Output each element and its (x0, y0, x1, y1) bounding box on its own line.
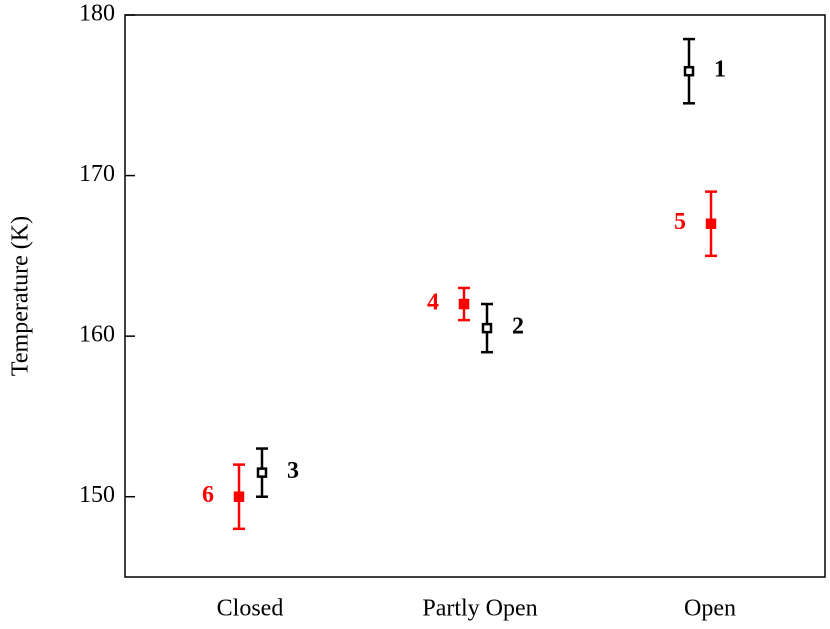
marker (458, 298, 470, 310)
y-axis-label: Temperature (K) (8, 216, 34, 376)
y-tick-label: 150 (79, 482, 115, 508)
y-tick-label: 180 (79, 1, 115, 27)
point-label: 2 (512, 314, 524, 340)
point-label: 1 (714, 57, 726, 83)
marker (233, 491, 245, 502)
x-tick-label: Partly Open (422, 596, 537, 622)
x-tick-label: Closed (217, 596, 284, 622)
marker (683, 65, 695, 77)
y-tick-label: 170 (79, 161, 115, 187)
plot-frame (124, 14, 826, 578)
point-label: 5 (674, 209, 686, 235)
x-tick-label: Open (684, 596, 736, 622)
point-label: 3 (287, 458, 299, 484)
marker (481, 322, 493, 334)
y-tick-label: 160 (79, 322, 115, 348)
point-label: 4 (427, 290, 439, 316)
point-label: 6 (202, 482, 214, 508)
marker (705, 218, 717, 229)
marker (256, 467, 268, 478)
